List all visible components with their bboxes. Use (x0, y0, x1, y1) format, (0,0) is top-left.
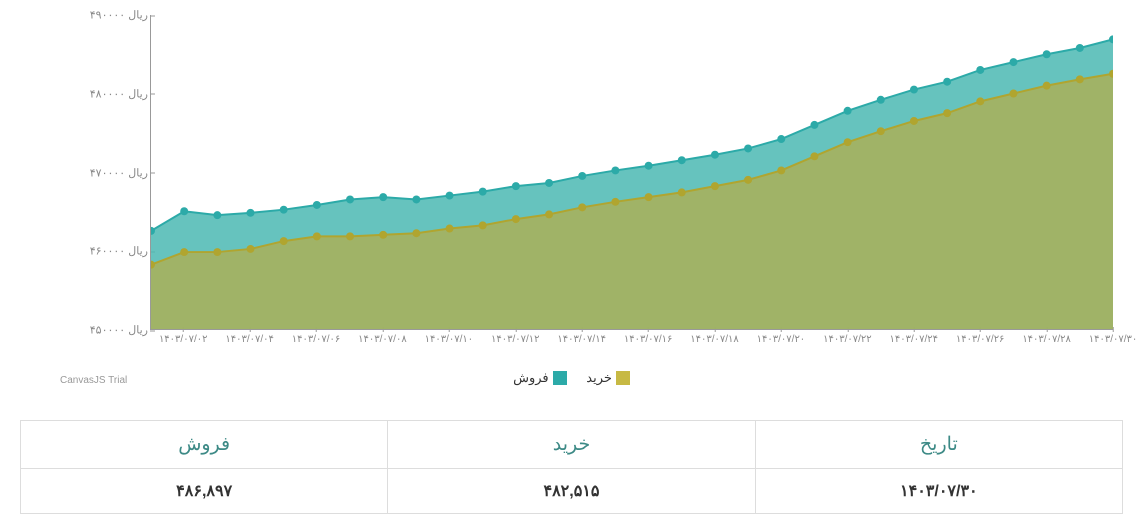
legend-swatch-sell (553, 371, 567, 385)
data-point[interactable] (711, 182, 719, 190)
x-tick-label: ۱۴۰۳/۰۷/۲۶ (956, 334, 1005, 345)
x-tick-label: ۱۴۰۳/۰۷/۰۲ (159, 334, 208, 345)
cell-sell: ۴۸۶,۸۹۷ (21, 469, 388, 514)
data-point[interactable] (247, 245, 255, 253)
data-point[interactable] (645, 193, 653, 201)
data-point[interactable] (1043, 82, 1051, 90)
data-point[interactable] (810, 121, 818, 129)
data-point[interactable] (446, 192, 454, 200)
data-point[interactable] (943, 109, 951, 117)
x-tick-label: ۱۴۰۳/۰۷/۳۰ (1089, 334, 1138, 345)
data-point[interactable] (313, 201, 321, 209)
data-point[interactable] (545, 179, 553, 187)
legend-item-buy[interactable]: خرید (586, 370, 630, 386)
col-sell: فروش (21, 421, 388, 469)
data-point[interactable] (247, 209, 255, 217)
data-point[interactable] (512, 182, 520, 190)
x-tick-label: ۱۴۰۳/۰۷/۲۴ (889, 334, 938, 345)
data-point[interactable] (844, 107, 852, 115)
data-point[interactable] (578, 172, 586, 180)
data-point[interactable] (346, 232, 354, 240)
cell-date: ۱۴۰۳/۰۷/۳۰ (755, 469, 1122, 514)
data-point[interactable] (976, 66, 984, 74)
data-point[interactable] (180, 248, 188, 256)
chart-svg (151, 15, 1113, 329)
data-point[interactable] (910, 117, 918, 125)
y-tick-label: ۴۸۰۰۰۰ ریال (90, 87, 148, 100)
data-point[interactable] (645, 162, 653, 170)
data-point[interactable] (877, 96, 885, 104)
x-tick-label: ۱۴۰۳/۰۷/۲۸ (1022, 334, 1071, 345)
data-point[interactable] (744, 176, 752, 184)
data-point[interactable] (611, 198, 619, 206)
x-tick-label: ۱۴۰۳/۰۷/۰۶ (292, 334, 341, 345)
data-point[interactable] (678, 156, 686, 164)
data-point[interactable] (512, 215, 520, 223)
data-point[interactable] (280, 237, 288, 245)
data-point[interactable] (545, 210, 553, 218)
x-tick-label: ۱۴۰۳/۰۷/۱۲ (491, 334, 540, 345)
data-point[interactable] (313, 232, 321, 240)
data-point[interactable] (1076, 44, 1084, 52)
y-tick-label: ۴۷۰۰۰۰ ریال (90, 166, 148, 179)
data-point[interactable] (479, 188, 487, 196)
col-date: تاریخ (755, 421, 1122, 469)
data-point[interactable] (446, 225, 454, 233)
x-tick-label: ۱۴۰۳/۰۷/۱۶ (624, 334, 673, 345)
legend-item-sell[interactable]: فروش (513, 370, 567, 386)
chart-container: ۴۵۰۰۰۰ ریال ۴۶۰۰۰۰ ریال ۴۷۰۰۰۰ ریال ۴۸۰۰۰۰ … (60, 10, 1123, 370)
data-point[interactable] (578, 203, 586, 211)
data-point[interactable] (910, 86, 918, 94)
x-tick-label: ۱۴۰۳/۰۷/۱۸ (690, 334, 739, 345)
table-row: ۴۸۶,۸۹۷ ۴۸۲,۵۱۵ ۱۴۰۳/۰۷/۳۰ (21, 469, 1123, 514)
x-tick-label: ۱۴۰۳/۰۷/۰۸ (358, 334, 407, 345)
data-point[interactable] (1076, 75, 1084, 83)
data-point[interactable] (1009, 58, 1017, 66)
data-point[interactable] (180, 207, 188, 215)
data-point[interactable] (213, 211, 221, 219)
data-point[interactable] (711, 151, 719, 159)
chart-legend: فروش خرید (0, 370, 1143, 388)
data-point[interactable] (976, 97, 984, 105)
area-series (151, 74, 1113, 329)
col-buy: خرید (388, 421, 755, 469)
data-point[interactable] (346, 195, 354, 203)
watermark-text: CanvasJS Trial (60, 375, 127, 386)
x-tick-label: ۱۴۰۳/۰۷/۱۴ (557, 334, 606, 345)
y-tick-label: ۴۵۰۰۰۰ ریال (90, 324, 148, 337)
data-point[interactable] (844, 138, 852, 146)
data-point[interactable] (810, 152, 818, 160)
legend-label-buy: خرید (586, 370, 612, 386)
y-tick-label: ۴۶۰۰۰۰ ریال (90, 245, 148, 258)
x-tick-label: ۱۴۰۳/۰۷/۱۰ (425, 334, 474, 345)
price-table: فروش خرید تاریخ ۴۸۶,۸۹۷ ۴۸۲,۵۱۵ ۱۴۰۳/۰۷/… (20, 420, 1123, 514)
cell-buy: ۴۸۲,۵۱۵ (388, 469, 755, 514)
data-point[interactable] (412, 229, 420, 237)
x-tick-label: ۱۴۰۳/۰۷/۲۲ (823, 334, 872, 345)
data-point[interactable] (777, 135, 785, 143)
table-header-row: فروش خرید تاریخ (21, 421, 1123, 469)
data-point[interactable] (213, 248, 221, 256)
data-point[interactable] (1009, 90, 1017, 98)
y-tick-label: ۴۹۰۰۰۰ ریال (90, 9, 148, 22)
data-point[interactable] (611, 166, 619, 174)
data-point[interactable] (280, 206, 288, 214)
data-point[interactable] (678, 188, 686, 196)
x-tick-label: ۱۴۰۳/۰۷/۲۰ (757, 334, 806, 345)
legend-swatch-buy (616, 371, 630, 385)
data-point[interactable] (777, 166, 785, 174)
data-point[interactable] (877, 127, 885, 135)
data-point[interactable] (412, 195, 420, 203)
data-point[interactable] (943, 78, 951, 86)
legend-label-sell: فروش (513, 370, 549, 386)
data-point[interactable] (744, 144, 752, 152)
data-point[interactable] (479, 221, 487, 229)
data-point[interactable] (379, 231, 387, 239)
x-tick-label: ۱۴۰۳/۰۷/۰۴ (225, 334, 274, 345)
data-point[interactable] (1043, 50, 1051, 58)
plot-area (150, 15, 1113, 330)
data-point[interactable] (379, 193, 387, 201)
